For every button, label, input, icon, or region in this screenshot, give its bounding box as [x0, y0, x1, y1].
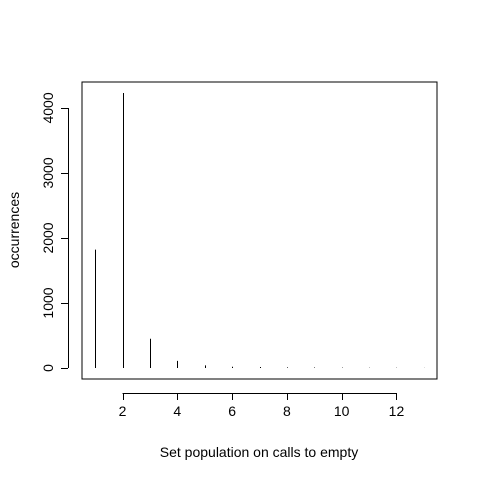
bars-layer: [95, 93, 425, 368]
y-axis-label: occurrences: [6, 192, 22, 268]
x-tick-label-6: 6: [228, 403, 236, 419]
y-tick-label-1000: 1000: [40, 287, 56, 318]
y-axis: 0 1000 2000 3000 4000: [40, 92, 69, 372]
y-tick-label-2000: 2000: [40, 222, 56, 253]
x-tick-label-12: 12: [389, 403, 405, 419]
y-tick-label-4000: 4000: [40, 92, 56, 123]
x-tick-label-2: 2: [119, 403, 127, 419]
x-axis-label: Set population on calls to empty: [160, 444, 358, 460]
x-tick-label-8: 8: [283, 403, 291, 419]
plot-box: [81, 81, 438, 380]
y-tick-label-3000: 3000: [40, 157, 56, 188]
x-axis: 2 4 6 8 10 12: [119, 393, 405, 419]
x-tick-label-10: 10: [334, 403, 350, 419]
y-tick-label-0: 0: [40, 364, 56, 372]
x-tick-label-4: 4: [173, 403, 181, 419]
